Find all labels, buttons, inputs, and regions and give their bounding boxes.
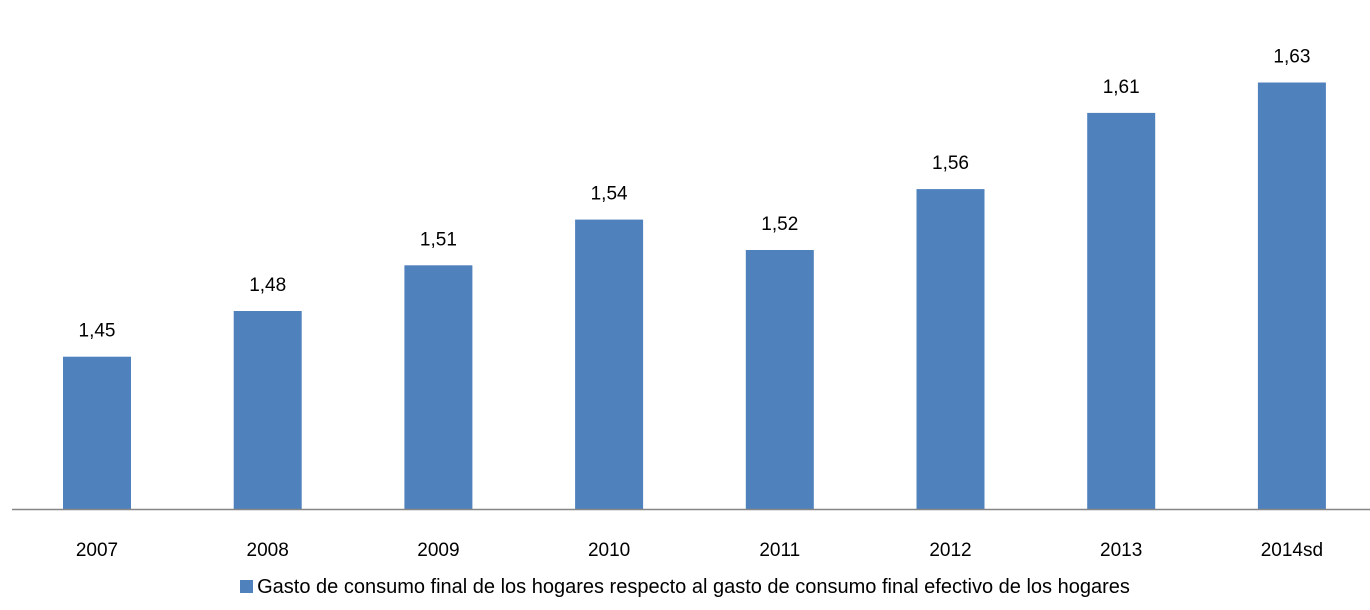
bar-2011 [745, 250, 814, 509]
x-tick-label-2010: 2010 [588, 540, 630, 561]
data-label-2011: 1,52 [761, 214, 798, 235]
x-tick-label-2009: 2009 [417, 540, 459, 561]
data-label-2009: 1,51 [420, 229, 457, 250]
x-tick-label-2012: 2012 [929, 540, 971, 561]
legend: Gasto de consumo final de los hogares re… [0, 576, 1370, 599]
bar-2008 [233, 311, 302, 509]
x-tick-label-2007: 2007 [76, 540, 118, 561]
data-label-2013: 1,61 [1103, 77, 1140, 98]
bar-2012 [916, 189, 985, 509]
bar-2009 [404, 265, 473, 509]
x-tick-label-2011: 2011 [759, 540, 800, 561]
x-tick-label-2013: 2013 [1100, 540, 1142, 561]
x-tick-label-2014sd: 2014sd [1261, 540, 1323, 561]
bar-2007 [63, 356, 131, 509]
x-tick-label-2008: 2008 [247, 540, 289, 561]
data-label-2012: 1,56 [932, 153, 969, 174]
bar-2013 [1087, 112, 1156, 510]
data-label-2014sd: 1,63 [1273, 47, 1310, 68]
data-label-2010: 1,54 [591, 184, 628, 205]
bar-2014sd [1257, 82, 1326, 509]
data-label-2008: 1,48 [249, 275, 286, 296]
legend-swatch [240, 580, 254, 593]
data-label-2007: 1,45 [79, 321, 116, 342]
bar-2010 [575, 219, 644, 509]
legend-label: Gasto de consumo final de los hogares re… [257, 576, 1130, 598]
